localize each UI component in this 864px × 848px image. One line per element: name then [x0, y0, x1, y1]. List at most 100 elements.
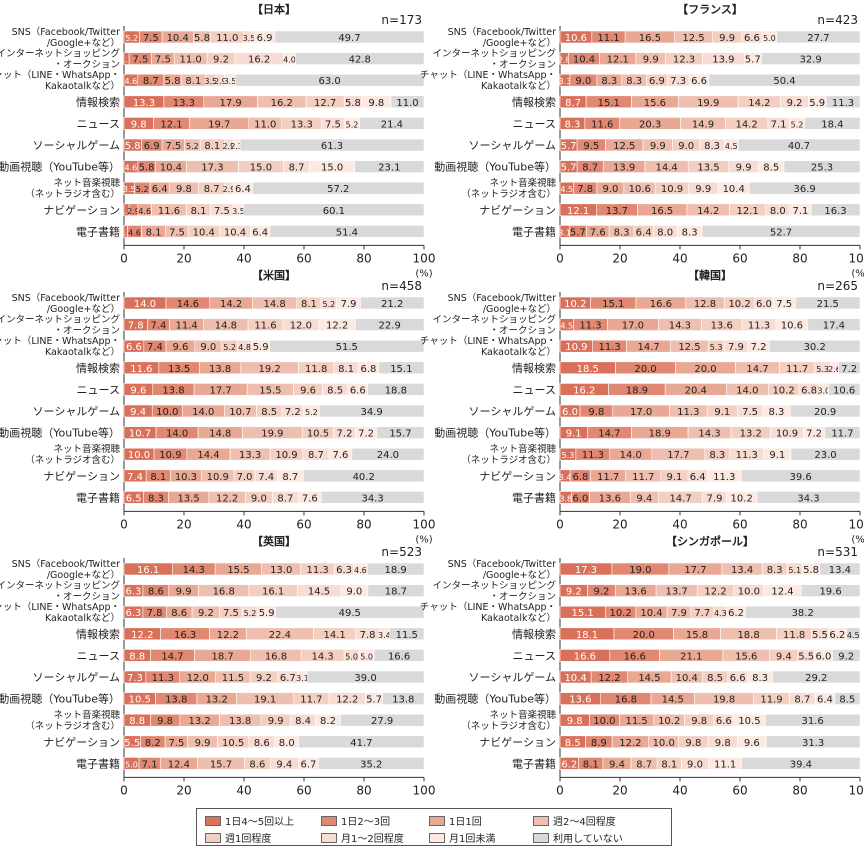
category-label: ニュース: [513, 383, 556, 396]
data-label: 7.4: [127, 472, 143, 483]
data-label: 5.7: [366, 695, 382, 706]
data-label: 3.5: [224, 77, 237, 86]
data-label: 8.5: [839, 695, 855, 706]
category-label: ソーシャルゲーム: [33, 405, 120, 418]
data-label: 15.1: [572, 608, 594, 619]
data-label: 11.3: [832, 98, 854, 109]
category-label: 動画視聴（YouTube等）: [434, 692, 556, 706]
data-label: 7.4: [258, 472, 274, 483]
data-label: 21.2: [381, 299, 403, 310]
category-label-line1: ネット音楽視聴: [489, 443, 556, 455]
data-label: 5.9: [809, 98, 825, 109]
data-label: 19.7: [208, 119, 230, 130]
category-label: 電子書籍: [512, 756, 556, 770]
category-label: ニュース: [77, 383, 120, 396]
data-label: 10.5: [738, 716, 760, 727]
sample-size-label: n=173: [381, 13, 422, 27]
data-label: 12.4: [168, 759, 190, 770]
data-label: 8.1: [150, 472, 166, 483]
data-label: 11.1: [597, 33, 619, 44]
data-label: 22.9: [379, 321, 401, 332]
data-label: 52.7: [770, 227, 792, 238]
data-label: 8.7: [289, 163, 305, 174]
data-label: 8.3: [752, 673, 768, 684]
data-label: 14.9: [692, 119, 714, 130]
data-label: 9.2: [256, 673, 272, 684]
data-label: 8.0: [770, 206, 786, 217]
data-label: 41.7: [350, 738, 372, 749]
data-label: 14.0: [192, 407, 214, 418]
data-label: 10.4: [676, 673, 698, 684]
data-label: 20.4: [685, 385, 707, 396]
data-label: 11.0: [180, 55, 202, 66]
data-label: 14.2: [748, 98, 770, 109]
data-label: 10.2: [731, 493, 753, 504]
data-label: 12.7: [314, 98, 336, 109]
category-label-line1: SNS（Facebook/Twitter: [448, 292, 556, 304]
data-label: 14.0: [620, 450, 642, 461]
data-label: 14.5: [638, 673, 660, 684]
data-label: 9.8: [691, 716, 707, 727]
data-label: 18.8: [737, 630, 759, 641]
data-label: 7.5: [132, 55, 148, 66]
data-label: 13.5: [168, 364, 190, 375]
data-label: 10.4: [573, 55, 595, 66]
data-label: 5.8: [139, 163, 155, 174]
category-label-line1: ネット音楽視聴: [489, 709, 556, 721]
chart-title: 【シンガポール】: [666, 534, 754, 548]
bar-segment: [756, 491, 861, 504]
data-label: 13.8: [392, 695, 414, 706]
data-label: 14.7: [638, 342, 660, 353]
data-label: 19.9: [261, 429, 283, 440]
data-label: 14.7: [746, 364, 768, 375]
data-label: 9.9: [695, 184, 711, 195]
data-label: 6.4: [152, 184, 168, 195]
data-label: 8.5: [327, 385, 343, 396]
data-label: 10.0: [128, 450, 150, 461]
data-label: 9.8: [715, 738, 731, 749]
data-label: 7.3: [127, 673, 143, 684]
data-label: 14.7: [669, 493, 691, 504]
data-label: 2.3: [230, 142, 243, 151]
data-label: 10.6: [629, 184, 651, 195]
bar-segment: [764, 713, 861, 727]
data-label: 16.3: [174, 630, 196, 641]
data-label: 22.4: [269, 630, 291, 641]
data-label: 17.4: [823, 321, 845, 332]
chart-area: 【日本】 n=173 0 20 40 60 80 100 (%) SNS（Facebook/Twi…: [0, 2, 864, 797]
data-label: 16.2: [573, 385, 595, 396]
data-label: 5.2: [305, 408, 318, 417]
data-label: 7.9: [341, 299, 357, 310]
data-label: 8.1: [146, 227, 162, 238]
data-label: 13.6: [599, 493, 621, 504]
data-label: 16.8: [615, 695, 637, 706]
data-label: 4.8: [238, 343, 251, 352]
data-label: 12.1: [567, 206, 589, 217]
category-label: 電子書籍: [76, 224, 120, 238]
data-label: 7.6: [590, 227, 606, 238]
x-tick-label: 20: [176, 251, 191, 265]
legend-label-8: 利用していない: [553, 834, 623, 845]
data-label: 7.5: [776, 299, 792, 310]
sample-size-label: n=265: [817, 279, 858, 293]
data-label: 13.8: [162, 385, 184, 396]
data-label: 11.0: [254, 119, 276, 130]
data-label: 8.7: [582, 163, 598, 174]
bar-segment: [827, 383, 861, 396]
data-label: 6.8: [801, 385, 817, 396]
data-label: 9.8: [157, 716, 173, 727]
data-label: 10.4: [723, 184, 745, 195]
data-label: 3.5: [243, 34, 256, 43]
category-label-line2: （ネットラジオ含む）: [461, 720, 556, 732]
data-label: 15.5: [227, 565, 249, 576]
x-tick-label: 60: [732, 517, 747, 531]
data-label: 1.7: [120, 56, 133, 65]
data-label: 5.3: [710, 343, 723, 352]
category-label-line1: ネット音楽視聴: [53, 177, 120, 189]
legend-label-7: 月1回未満: [449, 834, 496, 845]
data-label: 35.2: [360, 759, 382, 770]
data-label: 8.6: [254, 738, 270, 749]
data-label: 8.8: [129, 716, 145, 727]
data-label: 7.1: [792, 206, 808, 217]
data-label: 12.2: [131, 630, 153, 641]
